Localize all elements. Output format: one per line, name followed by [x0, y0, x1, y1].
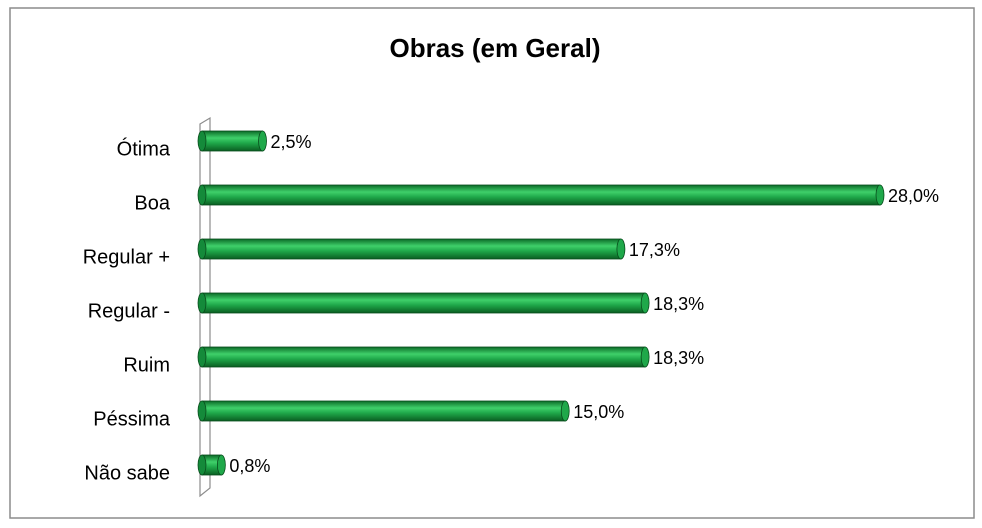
bar — [201, 400, 566, 422]
bar-cap — [197, 346, 207, 368]
bar — [201, 238, 622, 260]
data-label: 2,5% — [271, 132, 312, 152]
data-label: 17,3% — [629, 240, 680, 260]
chart-title: Obras (em Geral) — [390, 33, 601, 63]
bar — [201, 292, 646, 314]
bar-end — [875, 184, 885, 206]
bar-end — [258, 130, 267, 152]
y-tick-label: Não sabe — [84, 462, 170, 484]
data-label: 28,0% — [888, 186, 939, 206]
bar-end — [640, 292, 650, 314]
y-tick-label: Boa — [134, 192, 170, 214]
bar — [201, 130, 263, 152]
bar-cap — [197, 292, 207, 314]
data-label: 18,3% — [653, 348, 704, 368]
y-tick-label: Ótima — [117, 137, 171, 160]
data-label: 18,3% — [653, 294, 704, 314]
bar-cap — [197, 184, 207, 206]
bar — [201, 184, 881, 206]
bar-end — [616, 238, 626, 260]
y-tick-label: Regular - — [88, 300, 170, 322]
bar-end — [640, 346, 650, 368]
bar-cap — [197, 454, 207, 476]
y-tick-label: Péssima — [93, 408, 171, 430]
y-tick-label: Regular + — [83, 246, 170, 268]
bar-end — [216, 454, 226, 476]
data-label: 0,8% — [229, 456, 270, 476]
bar-end — [560, 400, 570, 422]
bar-cap — [197, 400, 207, 422]
bar-cap — [197, 130, 207, 152]
chart-frame — [9, 7, 975, 519]
y-tick-label: Ruim — [123, 354, 170, 376]
bar-cap — [197, 238, 207, 260]
bar — [201, 346, 646, 368]
data-label: 15,0% — [573, 402, 624, 422]
